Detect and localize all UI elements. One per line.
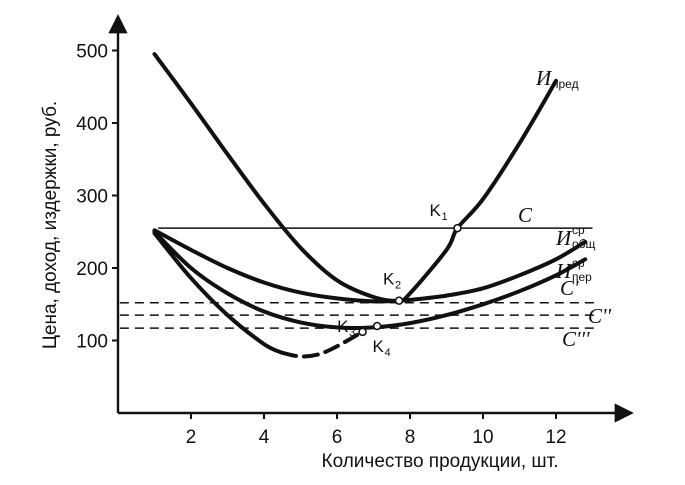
point-marker (358, 327, 367, 337)
point-marker (394, 296, 404, 305)
x-axis-title: Количество продукции, шт. (322, 451, 559, 472)
price-line-label: C''' (562, 327, 590, 351)
series-label: И (555, 259, 573, 283)
price-line-label: C' (560, 276, 579, 300)
price-line-label: C (518, 203, 533, 227)
series-label-sup: ср (572, 256, 585, 270)
x-tick-label: 8 (405, 427, 416, 448)
series-label-sub: пер (572, 270, 592, 284)
point-marker (453, 223, 462, 233)
point-marker (372, 321, 382, 331)
point-label: K (429, 201, 441, 220)
price-line-label: C'' (588, 304, 611, 328)
point-label-sub: 3 (349, 327, 355, 339)
point-label-sub: 1 (441, 211, 447, 223)
x-ticks: 2 4 6 8 10 12 (186, 413, 567, 448)
x-tick-label: 6 (332, 427, 343, 448)
x-tick-label: 4 (259, 427, 270, 448)
y-ticks: 100 200 300 400 500 (76, 42, 118, 353)
point-label-sub: 2 (395, 280, 401, 292)
series-line (152, 229, 588, 331)
series-label: И (555, 226, 573, 250)
series-label-sub: пред (552, 77, 579, 91)
series-label-sub: общ (572, 237, 596, 251)
series-line (152, 228, 588, 304)
points (358, 223, 462, 337)
y-tick-label: 100 (76, 332, 108, 353)
y-tick-label: 300 (76, 187, 108, 208)
lower-curve-dashed (280, 329, 365, 359)
point-label-sub: 4 (385, 347, 391, 359)
y-tick-label: 400 (76, 114, 108, 135)
y-tick-label: 200 (76, 259, 108, 280)
point-label: K (373, 337, 385, 356)
point-label: K (337, 317, 349, 336)
point-label: K (383, 270, 395, 289)
series-label-sup: ср (572, 223, 585, 237)
axes (108, 14, 634, 423)
y-tick-label: 500 (76, 42, 108, 63)
price-lines (119, 227, 600, 329)
x-tick-label: 12 (545, 427, 566, 448)
x-tick-label: 10 (472, 427, 493, 448)
y-axis-title: Цена, доход, издержки, руб. (40, 101, 61, 349)
series-label: И (535, 66, 553, 90)
lower-curve-solid (152, 231, 285, 355)
x-tick-label: 2 (186, 427, 197, 448)
